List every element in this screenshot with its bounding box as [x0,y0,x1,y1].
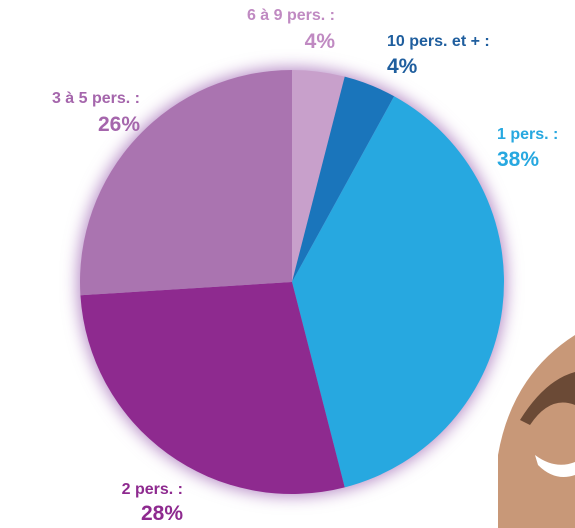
slice-label: 1 pers. : [497,126,558,143]
slice-value-label: 4% [305,30,336,53]
slice-label: 6 à 9 pers. : [247,7,335,24]
slice-label: 2 pers. : [122,481,183,498]
slice-value-label: 26% [98,113,140,136]
slice-label: 10 pers. et + : [387,33,490,50]
slice-value-label: 38% [497,148,539,171]
slice-label: 3 à 5 pers. : [52,90,140,107]
chart: 6 à 9 pers. : 4% 10 pers. et + : 4% 1 pers. … [0,0,575,528]
slice-value-label: 28% [141,502,183,525]
photo [485,315,575,528]
slice-value-label: 4% [387,55,418,78]
pie [80,70,504,494]
